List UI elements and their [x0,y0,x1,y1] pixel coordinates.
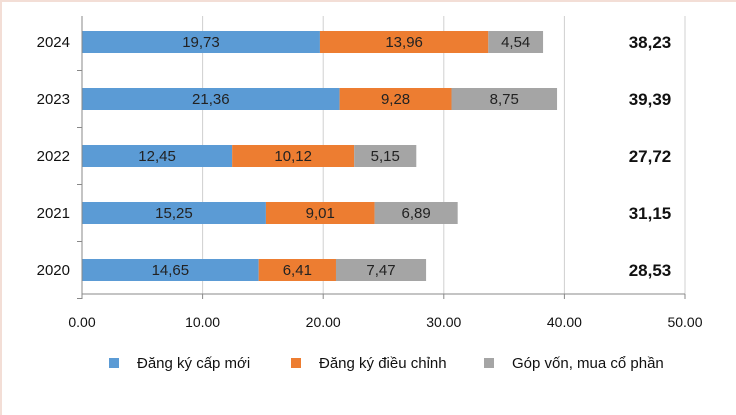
total-label-2020: 28,53 [629,261,672,280]
bar-2023-series-0 [82,88,340,110]
legend-label-0: Đăng ký cấp mới [137,355,250,372]
category-label-2021: 2021 [37,205,70,222]
category-label-2024: 2024 [37,34,70,51]
total-label-2024: 38,23 [629,33,672,52]
x-tick-label-5: 50.00 [667,314,702,330]
bar-label-2023-series-2: 8,75 [490,91,519,108]
bar-2024-series-1 [319,31,489,53]
bar-label-2020-series-2: 7,47 [366,262,395,279]
x-tick-label-0: 0.00 [68,314,95,330]
legend-label-2: Góp vốn, mua cổ phần [512,355,664,372]
x-tick-label-4: 40.00 [547,314,582,330]
bar-label-2024-series-2: 4,54 [501,34,530,51]
category-label-2023: 2023 [37,91,70,108]
bar-2020-series-1 [258,259,336,281]
legend: Đăng ký cấp mới Đăng ký điều chỉnh Góp vốn… [109,355,664,372]
total-label-2022: 27,72 [629,147,672,166]
legend-swatch-2 [484,358,494,368]
bar-label-2020-series-0: 14,65 [152,262,190,279]
bars: 19,73 13,96 4,54 38,23 21,36 9,28 8,75 39,39 12,… [82,31,671,281]
bar-label-2021-series-1: 9,01 [306,205,335,222]
bar-2023-series-1 [339,88,452,110]
bar-label-2023-series-1: 9,28 [381,91,410,108]
bar-label-2022-series-2: 5,15 [371,148,400,165]
bar-label-2021-series-0: 15,25 [155,205,193,222]
bar-2022-series-0 [82,145,233,167]
category-label-2020: 2020 [37,262,70,279]
bar-label-2020-series-1: 6,41 [283,262,312,279]
bar-label-2024-series-0: 19,73 [182,34,220,51]
bar-2020-series-0 [82,259,259,281]
bar-2024-series-2 [488,31,544,53]
legend-label-1: Đăng ký điều chỉnh [319,355,447,372]
x-tick-label-2: 20.00 [306,314,341,330]
total-label-2023: 39,39 [629,90,672,109]
bar-label-2022-series-0: 12,45 [138,148,176,165]
bar-2021-series-2 [374,202,458,224]
category-label-2022: 2022 [37,148,70,165]
bar-2020-series-2 [335,259,427,281]
bar-2024-series-0 [82,31,320,53]
gridlines [202,16,686,294]
x-tick-label-3: 30.00 [426,314,461,330]
legend-swatch-1 [291,358,301,368]
bar-label-2022-series-1: 10,12 [274,148,312,165]
x-tick-label-1: 10.00 [185,314,220,330]
total-label-2021: 31,15 [629,204,672,223]
bar-label-2021-series-2: 6,89 [402,205,431,222]
legend-swatch-0 [109,358,119,368]
bar-label-2023-series-0: 21,36 [192,91,230,108]
axes: 0.00 10.00 20.00 30.00 40.00 50.00 2024 2023 202… [37,16,703,330]
bar-2023-series-2 [451,88,558,110]
bar-2022-series-1 [232,145,355,167]
bar-2021-series-0 [82,202,266,224]
bar-label-2024-series-1: 13,96 [385,34,423,51]
bar-2021-series-1 [265,202,375,224]
bar-2022-series-2 [354,145,417,167]
